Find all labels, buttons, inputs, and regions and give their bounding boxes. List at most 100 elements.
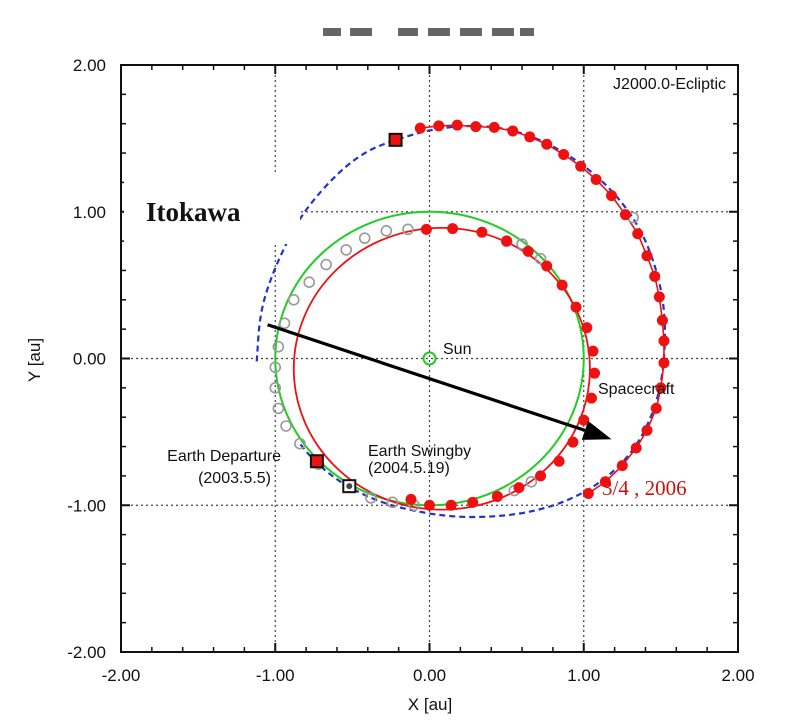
spacecraft-outer-point [641,250,653,262]
spacecraft-outer-point [470,121,482,133]
spacecraft-inner-orbit-circle [292,226,591,511]
chart-title-fragment [323,28,534,36]
spacecraft-inner-point [578,414,590,426]
spacecraft-inner-point [553,455,565,467]
earth-swingby-marker-dot [346,483,353,490]
earth-position-point [303,276,315,288]
spacecraft-outer-point [541,138,553,150]
itokawa-orbit-path [255,124,667,519]
spacecraft-inner-point [445,499,457,511]
spacecraft-outer-point [524,131,536,143]
earth-position-point [294,437,306,450]
spacecraft-outer-point [641,424,653,436]
date-annotation: 3/4 , 2006 [602,476,687,500]
earth-position-point [525,475,538,488]
earth-swingby-date: (2004.5.19) [368,460,450,477]
earth-position-point [269,361,282,374]
spacecraft-outer-point [649,270,661,282]
earth-position-point [278,317,291,330]
earth-position-point [272,340,285,353]
spacecraft-inner-point [556,279,568,291]
y-tick-label: 2.00 [73,56,106,75]
y-tick-label: -1.00 [67,496,106,515]
earth-departure-marker [309,454,324,469]
sun-label: Sun [443,341,471,358]
x-axis-title: X [au] [408,695,452,714]
spacecraft-inner-point [513,482,525,494]
spacecraft-inner-point [567,436,579,448]
spacecraft-inner-point [581,322,593,334]
spacecraft-outer-point [658,335,670,347]
x-tick-label: 1.00 [567,666,600,685]
earth-position-point [380,225,393,237]
spacecraft-outer-point [658,357,670,369]
spacecraft-outer-point [606,190,618,202]
earth-position-point [280,420,292,432]
spacecraft-outer-point [507,125,519,137]
arrow-shaft [267,323,586,432]
earth-position-point [402,223,414,236]
frame-label: J2000.0-Ecliptic [613,76,726,93]
spacecraft-outer-point [582,488,594,500]
spacecraft-outer-point [650,402,662,414]
spacecraft-inner-point [467,496,479,508]
plot-frame [120,64,739,653]
y-tick-label: -2.00 [67,643,106,662]
x-tick-label: 0.00 [413,666,446,685]
spacecraft-outer-point [653,291,665,303]
earth-position-point [272,402,285,415]
spacecraft-inner-point [476,226,488,238]
sun-marker [422,351,437,366]
spacecraft-inner-point [420,223,432,235]
earth-departure-label: Earth Departure [167,448,281,465]
spacecraft-outer-point [632,228,644,240]
earth-position-point [320,258,332,271]
spacecraft-inner-point [522,245,534,257]
spacecraft-inner-point [535,470,547,482]
spacecraft-outer-point [488,121,500,133]
spacecraft-inner-point [491,490,503,502]
earth-position-point [516,238,528,250]
spacecraft-outer-point [558,149,570,161]
y-tick-label: 1.00 [73,203,106,222]
x-tick-label: 2.00 [721,666,754,685]
earth-swingby-label: Earth Swingby [368,443,471,460]
spacecraft-inner-point [447,223,459,235]
spacecraft-outer-point [616,460,628,472]
earth-position-point [386,496,399,509]
marker-layer [267,119,670,512]
arrow-head [581,420,612,440]
spacecraft-outer-point [599,476,611,488]
spacecraft-inner-point [587,345,599,357]
earth-departure-date: (2003.5.5) [198,470,271,487]
earth-position-point [287,293,300,306]
spacecraft-inner-point [570,301,582,313]
y-tick-label: 0.00 [73,350,106,369]
spacecraft-label: Spacecraft [598,381,675,398]
x-tick-label: -2.00 [102,666,141,685]
spacecraft-outer-point [630,442,642,454]
spacecraft-outer-point [575,160,587,172]
spacecraft-inner-point [585,392,597,404]
earth-position-point [365,492,377,504]
itokawa-label-background [124,172,300,244]
spacecraft-outer-point [590,173,602,185]
earth-position-point [340,244,353,256]
spacecraft-outer-point [656,314,668,326]
earth-position-point [269,382,282,394]
spacecraft-inner-point [589,367,601,379]
spacecraft-outer-point [414,122,426,134]
spacecraft-outer-point [655,382,667,394]
earth-position-point [358,232,371,244]
spacecraft-outer-point [433,120,445,132]
itokawa-label: Itokawa [146,197,241,227]
spacecraft-outer-point [619,209,631,221]
spacecraft-outer-point [451,119,463,131]
earth-position-point [534,252,547,265]
y-axis-title: Y [au] [25,338,44,382]
x-tick-label: -1.00 [256,666,295,685]
spacecraft-inner-point [424,499,435,511]
spacecraft-inner-point [501,235,513,247]
spacecraft-inner-point [405,493,417,505]
